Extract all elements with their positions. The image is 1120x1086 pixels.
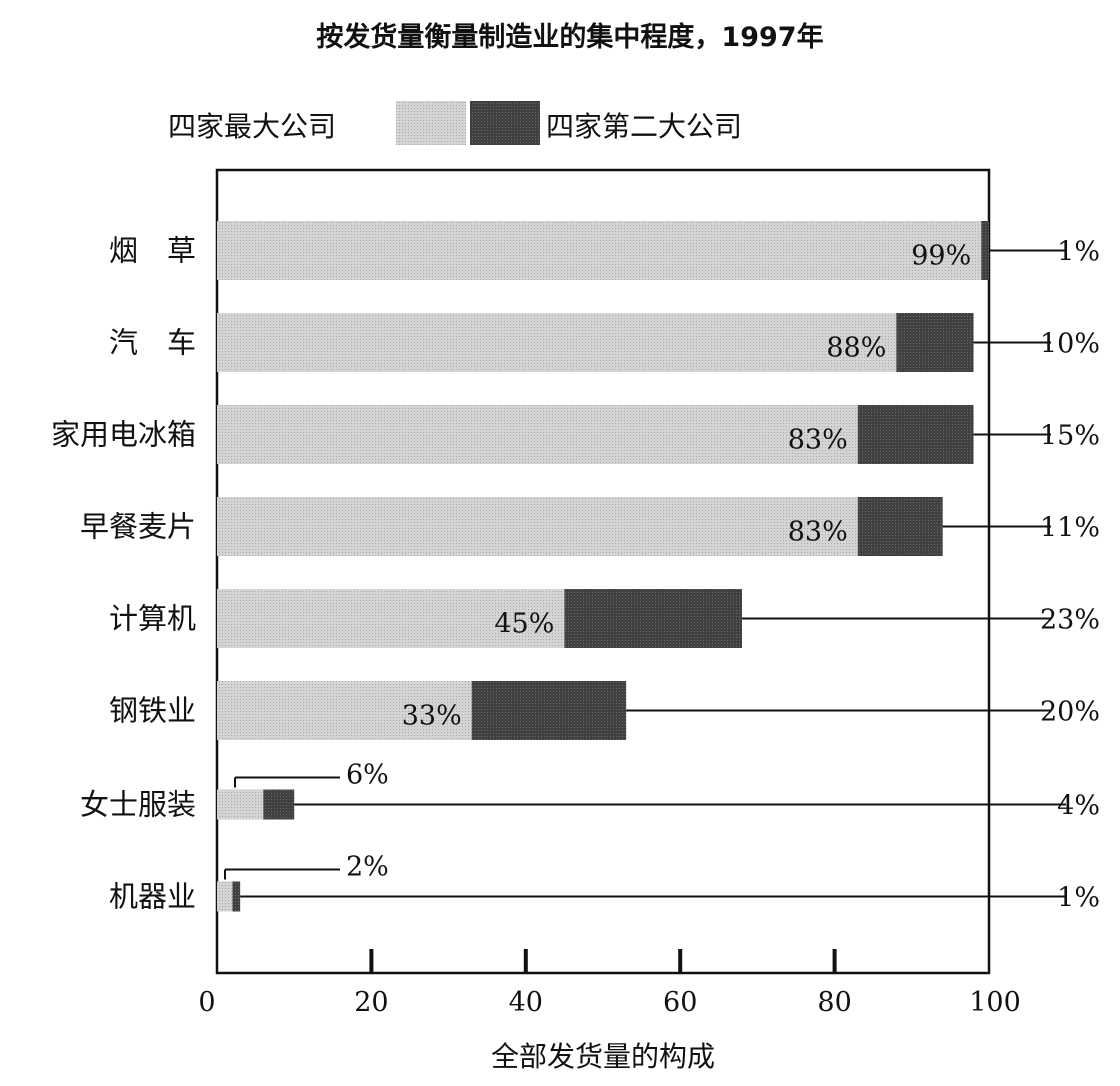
- value-label-second-four: 4%: [1057, 791, 1100, 822]
- category-label: 机器业: [109, 880, 196, 914]
- category-label: 早餐麦片: [80, 510, 196, 544]
- value-label-top-four: 33%: [402, 701, 462, 732]
- bar-second-four: [896, 313, 974, 372]
- value-label-top-four: 99%: [911, 241, 971, 272]
- value-label-second-four: 15%: [1040, 421, 1100, 452]
- category-label: 烟 草: [109, 234, 196, 268]
- value-label-top-four: 88%: [826, 333, 886, 364]
- bar-top-four: [217, 881, 233, 912]
- category-label: 女士服装: [80, 788, 196, 822]
- value-label-second-four: 10%: [1040, 329, 1100, 360]
- bar-second-four: [857, 497, 943, 556]
- value-label-second-four: 20%: [1040, 697, 1100, 728]
- value-label-top-four: 83%: [788, 517, 848, 548]
- bar-top-four: [217, 681, 472, 740]
- x-tick-label: 20: [354, 987, 388, 1018]
- value-label-top-four: 2%: [346, 852, 389, 883]
- bar-top-four: [217, 789, 264, 820]
- x-tick-label: 80: [817, 987, 851, 1018]
- x-tick-label: 100: [969, 987, 1021, 1018]
- x-tick-label: 60: [663, 987, 697, 1018]
- legend-label-second-four: 四家第二大公司: [546, 110, 742, 143]
- value-label-second-four: 1%: [1057, 237, 1100, 268]
- chart-title: 按发货量衡量制造业的集中程度，1997年: [316, 21, 823, 53]
- x-axis-title: 全部发货量的构成: [491, 1040, 715, 1073]
- bar-second-four: [981, 221, 989, 280]
- value-label-second-four: 1%: [1057, 883, 1100, 914]
- category-label: 家用电冰箱: [51, 418, 196, 452]
- legend-swatch-top-four: [396, 101, 466, 145]
- bar-top-four: [217, 221, 982, 280]
- x-tick-label: 0: [198, 987, 215, 1018]
- bars: 烟 草 99% 1% 汽 车 88% 10% 家用电冰箱 83% 15% 早餐麦片 83% 11% 计算…: [51, 221, 1100, 914]
- bar-top-four: [217, 589, 565, 648]
- category-label: 计算机: [109, 602, 196, 636]
- category-label: 钢铁业: [109, 694, 196, 728]
- x-axis-ticks: 0 20 40 60 80 100: [198, 949, 1021, 1018]
- x-tick-label: 40: [509, 987, 543, 1018]
- plot-frame: [215, 168, 991, 975]
- value-label-top-four: 83%: [788, 425, 848, 456]
- category-label: 汽 车: [109, 326, 196, 360]
- value-label-top-four: 45%: [494, 609, 554, 640]
- bar-second-four: [857, 405, 974, 464]
- bar-top-four: [217, 497, 858, 556]
- value-label-second-four: 11%: [1040, 513, 1100, 544]
- bar-second-four: [564, 589, 742, 648]
- value-label-second-four: 23%: [1040, 605, 1100, 636]
- legend: 四家最大公司 四家第二大公司: [168, 101, 742, 145]
- bar-second-four: [232, 881, 241, 912]
- bar-top-four: [217, 405, 858, 464]
- bar-second-four: [471, 681, 627, 740]
- legend-swatch-second-four: [470, 101, 540, 145]
- bar-top-four: [217, 313, 897, 372]
- bar-second-four: [263, 789, 295, 820]
- value-label-top-four: 6%: [346, 760, 389, 791]
- legend-label-top-four: 四家最大公司: [168, 110, 336, 143]
